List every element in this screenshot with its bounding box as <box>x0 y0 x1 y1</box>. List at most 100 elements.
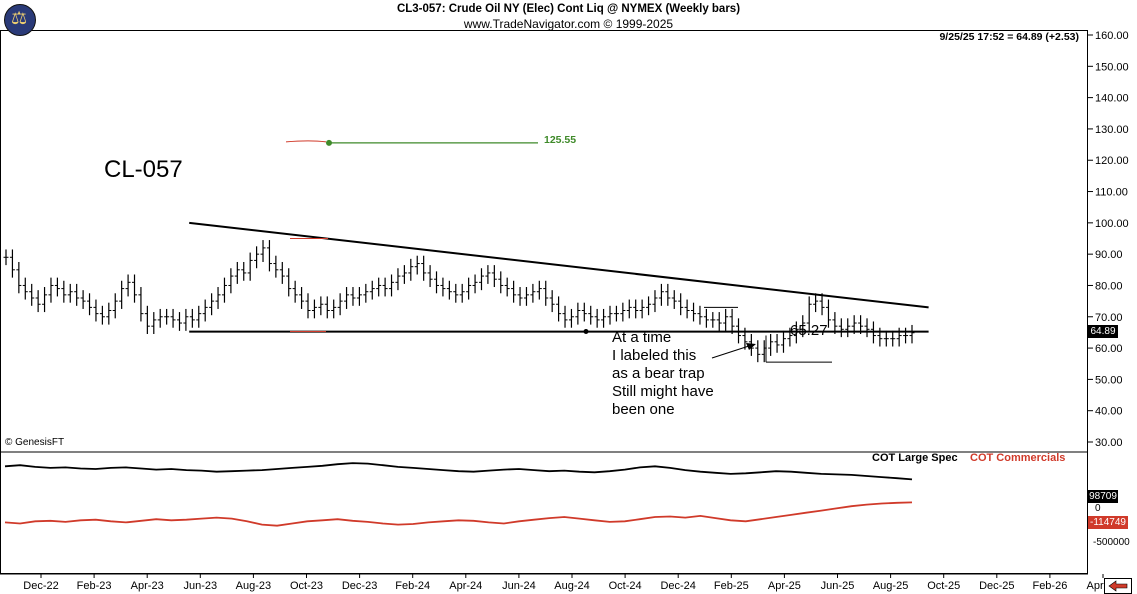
red-swing-mark <box>285 140 327 143</box>
price-bar <box>825 299 831 328</box>
price-bar <box>633 299 639 319</box>
price-bar <box>3 249 9 266</box>
x-tick-label: Feb-26 <box>1032 580 1067 592</box>
price-bar <box>658 283 664 306</box>
time-axis: Dec-22 Feb-23 Apr-23 Jun-23 Aug-23 Oct-23 Dec-… <box>23 574 1120 592</box>
y-tick-label: 140.00 <box>1095 93 1129 105</box>
chart-title: CL3-057: Crude Oil NY (Elec) Cont Liq @ … <box>396 3 741 15</box>
cot-large-tag: 98709 <box>1088 490 1118 503</box>
x-tick-label: Dec-23 <box>342 580 377 592</box>
price-bar <box>99 305 105 325</box>
cot-series-large-spec <box>4 462 913 481</box>
x-tick-label: Aug-24 <box>554 580 589 592</box>
price-bar <box>511 280 517 303</box>
x-tick-label: Apr-25 <box>768 580 801 592</box>
price-bar <box>800 315 806 338</box>
price-bar <box>697 305 703 325</box>
price-bar <box>652 290 658 313</box>
price-bar <box>369 280 375 300</box>
price-bar <box>176 312 182 331</box>
price-bar <box>768 333 774 356</box>
price-bar <box>16 261 22 294</box>
price-bar <box>613 305 619 322</box>
chart-frame <box>0 30 1088 575</box>
x-tick-label: Apr-23 <box>131 580 164 592</box>
price-bar <box>903 327 909 344</box>
price-bar <box>61 280 67 303</box>
price-bar <box>440 277 446 297</box>
x-tick-label: Oct-25 <box>927 580 960 592</box>
price-bar <box>74 283 80 306</box>
legend-commercials[interactable]: COT Commercials <box>970 452 1066 464</box>
y-tick-label: 90.00 <box>1095 249 1123 261</box>
last-price-stamp: 9/25/25 17:52 = 64.89 (+2.53) <box>939 31 1079 43</box>
price-bar <box>54 277 60 297</box>
target-marker <box>326 139 332 146</box>
price-bar <box>299 287 305 309</box>
price-bar <box>273 255 279 278</box>
price-bar <box>382 277 388 297</box>
price-bar <box>80 290 86 309</box>
price-bar <box>286 268 292 297</box>
arrow-shaft <box>711 344 753 359</box>
price-bar <box>260 240 266 262</box>
price-bar <box>234 261 240 284</box>
price-bar <box>556 296 562 322</box>
y-tick-label: 30.00 <box>1095 437 1123 449</box>
y-tick-label: 120.00 <box>1095 155 1129 167</box>
price-bar <box>279 261 285 284</box>
price-bar <box>838 318 844 338</box>
price-bar <box>170 308 176 328</box>
price-bar <box>395 268 401 291</box>
price-bar <box>434 271 440 294</box>
last-price-tag: 64.89 <box>1088 325 1118 338</box>
price-bar <box>67 283 73 303</box>
x-tick-label: Aug-25 <box>873 580 908 592</box>
scroll-left-button[interactable] <box>1104 578 1132 594</box>
price-bar <box>896 327 902 347</box>
price-bar <box>311 299 317 319</box>
x-tick-label: Oct-23 <box>290 580 323 592</box>
price-bar <box>157 308 163 328</box>
support-marker <box>583 328 589 334</box>
y-tick-label: 150.00 <box>1095 61 1129 73</box>
price-bar <box>112 293 118 319</box>
price-bar <box>665 283 671 306</box>
price-bar <box>883 330 889 347</box>
price-bar <box>48 277 54 303</box>
price-bar <box>594 308 600 328</box>
price-bar <box>813 293 819 313</box>
price-bar <box>247 252 253 281</box>
price-bar <box>389 274 395 297</box>
price-bar <box>209 293 215 316</box>
price-bar <box>228 268 234 294</box>
price-bar <box>568 308 574 328</box>
bear-trap-note: At a time I labeled this as a bear trap … <box>612 329 714 418</box>
price-bar <box>639 299 645 319</box>
price-bar <box>716 312 722 331</box>
price-bar <box>196 305 202 328</box>
price-bar <box>478 268 484 291</box>
price-bar <box>408 258 414 281</box>
price-bar <box>562 305 568 328</box>
price-bar <box>22 277 28 300</box>
price-bar <box>620 302 626 322</box>
price-bar <box>703 308 709 328</box>
x-tick-label: Dec-25 <box>979 580 1014 592</box>
arrow-head <box>746 343 756 350</box>
price-bar <box>530 283 536 303</box>
price-bar <box>864 318 870 338</box>
price-bar <box>684 299 690 319</box>
cot-zero-label: 0 <box>1095 503 1101 514</box>
y-tick-label: 110.00 <box>1095 187 1128 199</box>
price-bar <box>729 308 735 334</box>
price-bar <box>601 308 607 328</box>
price-bar <box>755 340 761 363</box>
legend-large-spec[interactable]: COT Large Spec <box>872 452 958 464</box>
price-bar <box>331 299 337 319</box>
price-bar <box>376 277 382 297</box>
price-bar <box>350 287 356 306</box>
price-bar <box>221 277 227 303</box>
price-bar <box>710 312 716 328</box>
price-bar <box>485 265 491 284</box>
